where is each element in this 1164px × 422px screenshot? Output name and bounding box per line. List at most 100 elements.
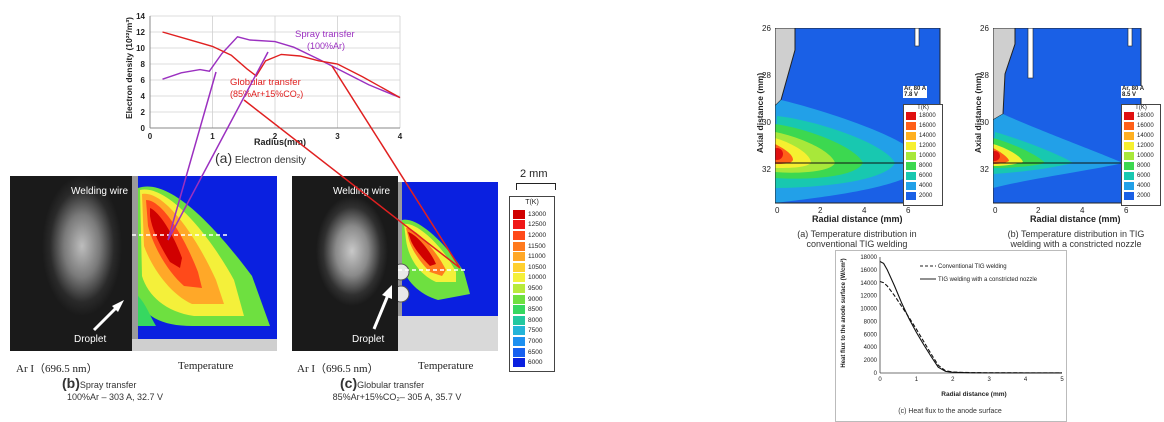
legend-row: 8000 — [1124, 161, 1160, 171]
legend-row: 10000 — [906, 151, 942, 161]
y-axis-label: Electron density (10²²/m³) — [124, 17, 134, 119]
legend-row: 4000 — [906, 181, 942, 191]
legend-row: 6000 — [513, 357, 554, 368]
legend-row: 14000 — [1124, 131, 1160, 141]
tig-left-ytick-26: 26 — [762, 24, 771, 33]
tig-caption-b: (b) Temperature distribution in TIG weldi… — [1007, 229, 1145, 249]
y-tick-12: 12 — [136, 28, 145, 37]
tig-left-xtick-0: 0 — [775, 206, 780, 215]
tig-left-legend: T(K) 18000 16000 14000 12000 10000 8000 6000 40… — [903, 104, 943, 206]
y-tick-14: 14 — [136, 12, 145, 21]
legend-row: 4000 — [1124, 181, 1160, 191]
caption-c-sub: 85%Ar+15%CO₂– 305 A, 35.7 V — [332, 392, 462, 402]
y-tick-8: 8 — [141, 60, 146, 69]
series-lines — [162, 31, 401, 99]
x-tick-4: 4 — [1024, 377, 1028, 383]
series-line-globular — [162, 31, 401, 99]
y-tick-4: 4 — [141, 92, 146, 101]
spray-droplet-label: Droplet — [74, 334, 107, 345]
x-tick-labels: 0 1 2 3 4 — [148, 132, 403, 141]
globular-droplet-arrow — [372, 285, 392, 330]
tig-right-xtick-2: 2 — [1036, 206, 1041, 215]
legend-row: 9000 — [513, 294, 554, 305]
legend-row: 16000 — [1124, 121, 1160, 131]
legend-row: 9500 — [513, 283, 554, 294]
tig-right-xlabel: Radial distance (mm) — [1030, 214, 1121, 224]
y-tick-labels: 0 2000 4000 6000 8000 10000 12000 14000 16000 180… — [860, 255, 881, 377]
legend-row: 7500 — [513, 326, 554, 337]
legend-constricted: TIG welding with a constricted nozzle — [938, 277, 1038, 283]
tig-right-ytick-32: 32 — [980, 165, 989, 174]
y-tick-14000: 14000 — [860, 281, 877, 287]
tig-left-xtick-4: 4 — [862, 206, 867, 215]
legend-row: 10500 — [513, 262, 554, 273]
tig-left-ytick-28: 28 — [762, 71, 771, 80]
legend-row: 18000 — [906, 111, 942, 121]
x-tick-0: 0 — [148, 132, 153, 141]
globular-arl-caption: Ar I（696.5 nm） — [297, 363, 379, 375]
scale-bar-label: 2 mm — [520, 168, 548, 180]
tig-left-condition: Ar, 80 A 7.8 V — [903, 86, 928, 98]
x-tick-0: 0 — [878, 377, 882, 383]
legend-row: 6000 — [906, 171, 942, 181]
legend-row: 12000 — [906, 141, 942, 151]
series-lines — [879, 261, 1063, 374]
y-tick-10: 10 — [136, 44, 145, 53]
caption-a: (a) Electron density — [215, 150, 307, 166]
y-tick-16000: 16000 — [860, 268, 877, 274]
legend-row: 16000 — [906, 121, 942, 131]
y-tick-0: 0 — [141, 124, 146, 133]
legend-row: 8000 — [906, 161, 942, 171]
y-tick-4000: 4000 — [864, 345, 878, 351]
heat-flux-caption: (c) Heat flux to the anode surface — [898, 408, 1002, 415]
legend-row: 6500 — [513, 347, 554, 358]
series-label-spray: Spray transfer — [295, 29, 355, 40]
tig-left-xtick-2: 2 — [818, 206, 823, 215]
globular-temperature-map — [398, 176, 498, 351]
tig-right-xtick-6: 6 — [1124, 206, 1129, 215]
x-tick-1: 1 — [210, 132, 215, 141]
legend-row: 12000 — [1124, 141, 1160, 151]
caption-c: (c)Globular transfer — [340, 375, 425, 391]
y-tick-12000: 12000 — [860, 294, 877, 300]
spray-wire-label: Welding wire — [71, 186, 129, 197]
spectro-legend: T(K) 13000 12500 12000 11500 11000 10500 10000… — [509, 196, 555, 372]
legend-row: 8000 — [513, 315, 554, 326]
legend-conventional: Conventional TIG welding — [938, 264, 1007, 270]
tig-caption-a: (a) Temperature distribution in conventio… — [797, 229, 917, 249]
legend-row: 2000 — [906, 191, 942, 201]
scale-bar — [516, 183, 556, 190]
tig-right-temperature-map — [993, 28, 1142, 204]
x-tick-1: 1 — [915, 377, 919, 383]
spray-arl-caption: Ar I（696.5 nm） — [16, 363, 98, 375]
y-tick-2000: 2000 — [864, 358, 878, 364]
caption-b-sub: 100%Ar – 303 A, 32.7 V — [66, 392, 164, 402]
legend-row: 2000 — [1124, 191, 1160, 201]
legend-row: 6000 — [1124, 171, 1160, 181]
caption-b: (b)Spray transfer — [62, 375, 137, 391]
series-label-spray-gas: (100%Ar) — [307, 41, 345, 51]
x-tick-2: 2 — [951, 377, 955, 383]
legend-row: 11500 — [513, 241, 554, 252]
legend-row: 12000 — [513, 230, 554, 241]
legend-row: 10000 — [1124, 151, 1160, 161]
legend-row: 7000 — [513, 336, 554, 347]
tig-left-xtick-6: 6 — [906, 206, 911, 215]
tig-right-xtick-0: 0 — [993, 206, 998, 215]
legend-row: 12500 — [513, 220, 554, 231]
tig-left-ytick-30: 30 — [762, 118, 771, 127]
connector-lines — [167, 51, 461, 269]
series-line-constricted — [879, 261, 1063, 374]
legend-row: 13000 — [513, 209, 554, 220]
tig-left-ytick-32: 32 — [762, 165, 771, 174]
legend-row: 8500 — [513, 304, 554, 315]
tig-right-ytick-28: 28 — [980, 71, 989, 80]
tig-right-legend: T(K) 18000 16000 14000 12000 10000 8000 6000 40… — [1121, 104, 1161, 206]
heat-flux-chart: 0 2000 4000 6000 8000 10000 12000 14000 16000 180… — [840, 255, 1064, 415]
globular-droplet-label: Droplet — [352, 334, 385, 345]
series-label-globular: Globular transfer — [230, 77, 301, 88]
legend-row: 18000 — [1124, 111, 1160, 121]
x-axis-label: Radius(mm) — [254, 137, 306, 147]
legend-row: 14000 — [906, 131, 942, 141]
